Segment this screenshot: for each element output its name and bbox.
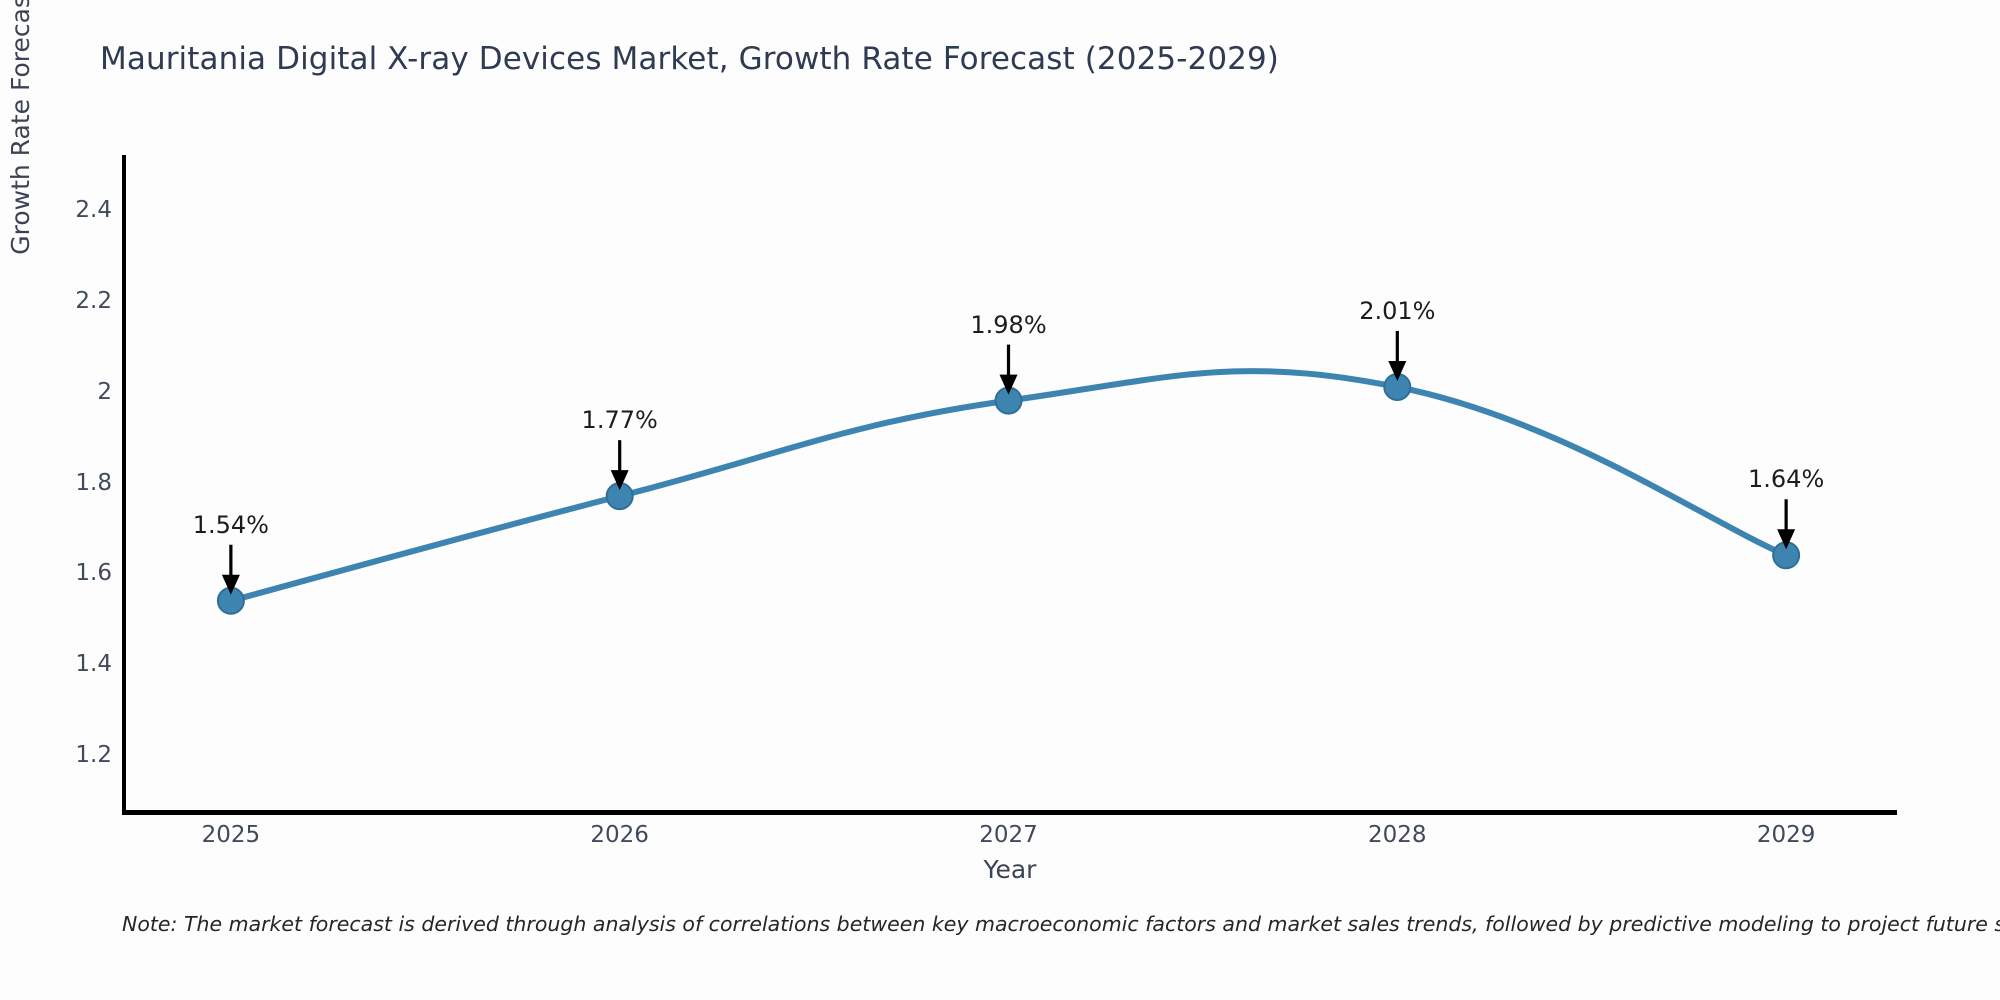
y-axis-tick-label: 2.2 <box>75 287 112 314</box>
annotation-arrow-head <box>610 470 629 491</box>
data-point-label: 1.64% <box>1748 465 1825 494</box>
chart-footnote: Note: The market forecast is derived thr… <box>122 912 2000 936</box>
y-axis-tick-label: 2 <box>97 378 112 405</box>
line-chart-svg <box>216 330 1801 615</box>
x-axis-title: Year <box>983 855 1037 884</box>
y-axis-tick-labels: 1.2 1.4 1.6 1.8 2 2.2 2.4 <box>0 0 112 1000</box>
y-axis-tick-label: 1.6 <box>75 560 112 587</box>
y-axis-tick-label: 1.8 <box>75 469 112 496</box>
annotation-arrow-head <box>1777 529 1796 550</box>
x-axis-tick-label: 2028 <box>1368 822 1427 848</box>
data-point-label: 1.54% <box>192 510 269 539</box>
y-axis-tick-label: 1.2 <box>75 742 112 769</box>
page-title: Mauritania Digital X-ray Devices Market,… <box>100 41 1280 77</box>
data-point-label: 1.77% <box>581 406 658 435</box>
annotation-arrow-head <box>999 374 1018 395</box>
annotation-arrow-head <box>221 574 240 595</box>
data-point-label: 2.01% <box>1359 296 1436 325</box>
data-point-label: 1.98% <box>970 310 1047 339</box>
series-markers <box>216 372 1801 615</box>
x-axis-tick-label: 2026 <box>590 822 649 848</box>
y-axis-line <box>122 155 126 814</box>
plot-area <box>122 155 1895 810</box>
x-axis-tick-label: 2029 <box>1756 822 1816 848</box>
x-axis-tick-label: 2027 <box>979 822 1038 848</box>
x-axis-line <box>122 810 1897 815</box>
annotation-arrows <box>221 330 1796 595</box>
annotation-arrow-head <box>1388 360 1407 381</box>
x-axis-tick-label: 2025 <box>201 822 261 848</box>
y-axis-tick-label: 1.4 <box>75 651 112 678</box>
y-axis-tick-label: 2.4 <box>75 196 112 223</box>
